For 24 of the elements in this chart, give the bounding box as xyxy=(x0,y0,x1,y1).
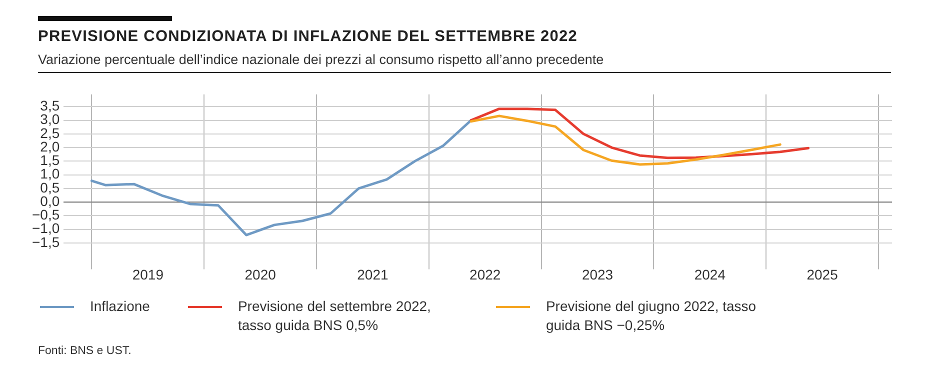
legend-label: Previsione del giugno 2022, tasso guida BNS −0,25% xyxy=(546,297,758,335)
y-tick-label: −1,5 xyxy=(32,234,60,250)
y-tick-label: 0,0 xyxy=(40,192,60,209)
x-tick-label: 2025 xyxy=(806,266,838,282)
y-tick-label: 0,5 xyxy=(40,179,60,196)
x-tick-label: 2023 xyxy=(582,266,614,282)
legend-label: Previsione del settembre 2022, tasso guida BNS 0,5% xyxy=(238,297,432,335)
x-tick-label: 2021 xyxy=(357,266,389,282)
chart-subtitle: Variazione percentuale dell’indice nazionale dei prezzi al consumo rispetto all’anno precedente xyxy=(38,52,604,67)
y-tick-label: −0,5 xyxy=(32,206,60,223)
x-tick-label: 2022 xyxy=(470,266,501,282)
text: Fonti: BNS e UST. xyxy=(38,345,132,357)
y-tick-label: 2,5 xyxy=(40,124,60,141)
x-tick-label: 2019 xyxy=(132,266,164,282)
chart-title: PREVISIONE CONDIZIONATA DI INFLAZIONE DEL SETTEMBRE 2022 xyxy=(38,28,578,46)
y-tick-label: 3,0 xyxy=(40,111,60,128)
y-tick-label: 1,5 xyxy=(40,152,60,168)
legend-label: Inflazione xyxy=(90,297,150,316)
x-tick-label: 2024 xyxy=(694,266,726,282)
y-tick-label: 2,0 xyxy=(40,138,60,154)
x-tick-label: 2020 xyxy=(244,266,276,282)
y-tick-label: 3,5 xyxy=(40,98,60,114)
y-tick-label: −1,0 xyxy=(32,220,60,236)
y-tick-label: 1,0 xyxy=(40,166,60,182)
